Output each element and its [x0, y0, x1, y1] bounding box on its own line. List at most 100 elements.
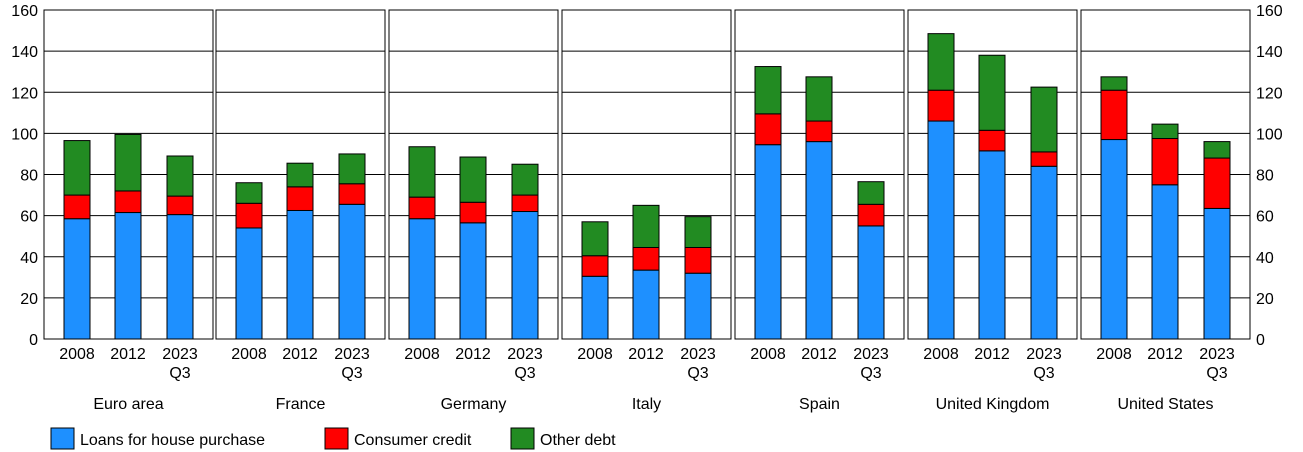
y-tick-label-right: 60 [1256, 209, 1274, 226]
bar-segment-other-debt [286, 162, 314, 188]
bar-segment-consumer-credit [1100, 89, 1128, 141]
bar-segment-consumer-credit [1030, 151, 1058, 167]
x-tick-label: 2023 [162, 346, 198, 363]
panel-title: France [276, 396, 326, 413]
y-tick-label-left: 80 [20, 168, 38, 185]
x-tick-label: 2023 [1199, 346, 1235, 363]
y-tick-label-left: 100 [11, 126, 38, 143]
bar-segment-loans-for-house-purchase [235, 227, 263, 340]
bar-segment-other-debt [63, 140, 91, 196]
bar-segment-loans-for-house-purchase [408, 218, 436, 340]
bar-segment-consumer-credit [857, 203, 885, 227]
y-tick-label-right: 80 [1256, 168, 1274, 185]
panel-title: Italy [632, 396, 661, 413]
panel-france: 2008 2012 2023 Q3 France [215, 9, 386, 413]
y-tick-label-right: 0 [1256, 332, 1265, 349]
bar-segment-loans-for-house-purchase [927, 120, 955, 340]
panel-italy: 2008 2012 2023 Q3 Italy [561, 9, 732, 413]
bar-segment-consumer-credit [978, 129, 1006, 152]
x-tick-label: Q3 [1206, 365, 1227, 382]
panel-title: Germany [441, 396, 507, 413]
bar-segment-consumer-credit [511, 194, 539, 213]
bar-segment-consumer-credit [459, 201, 487, 224]
x-tick-label: 2023 [334, 346, 370, 363]
x-tick-label: 2012 [455, 346, 491, 363]
bar-segment-loans-for-house-purchase [511, 211, 539, 340]
legend-swatch [510, 427, 535, 450]
y-tick-label-right: 120 [1256, 85, 1283, 102]
x-tick-label: 2012 [628, 346, 664, 363]
bar-segment-other-debt [1100, 76, 1128, 91]
bar-segment-consumer-credit [754, 113, 782, 146]
x-tick-label: 2012 [1147, 346, 1183, 363]
bar-segment-loans-for-house-purchase [1100, 139, 1128, 340]
bar-segment-consumer-credit [927, 89, 955, 122]
bar-segment-consumer-credit [114, 190, 142, 214]
bar-segment-consumer-credit [632, 246, 660, 271]
y-tick-label-left: 40 [20, 250, 38, 267]
bar-segment-loans-for-house-purchase [805, 141, 833, 340]
x-tick-label: 2023 [507, 346, 543, 363]
x-tick-label: 2012 [801, 346, 837, 363]
y-tick-label-right: 140 [1256, 44, 1283, 61]
y-tick-label-right: 160 [1256, 3, 1283, 20]
x-tick-label: 2023 [853, 346, 889, 363]
y-tick-label-left: 160 [11, 3, 38, 20]
x-tick-label: 2008 [59, 346, 95, 363]
bar-segment-loans-for-house-purchase [63, 218, 91, 340]
bar-segment-consumer-credit [235, 202, 263, 229]
panel-spain: 2008 2012 2023 Q3 Spain [734, 9, 905, 413]
panel-title: Euro area [93, 396, 163, 413]
bar-segment-other-debt [927, 33, 955, 91]
bar-segment-loans-for-house-purchase [1203, 207, 1231, 340]
bar-segment-consumer-credit [338, 183, 366, 205]
panel-euro-area: 2008 2012 2023 Q3 Euro area [43, 9, 214, 413]
bar-segment-other-debt [1030, 86, 1058, 153]
legend-swatch [324, 427, 349, 450]
x-tick-label: 2023 [680, 346, 716, 363]
bar-segment-consumer-credit [286, 186, 314, 211]
legend-label: Consumer credit [354, 432, 472, 449]
bar-segment-loans-for-house-purchase [632, 269, 660, 340]
x-tick-label: Q3 [1033, 365, 1054, 382]
y-tick-label-left: 140 [11, 44, 38, 61]
bar-segment-other-debt [978, 54, 1006, 131]
y-tick-label-left: 20 [20, 291, 38, 308]
bar-segment-loans-for-house-purchase [857, 225, 885, 340]
legend-swatch [50, 427, 75, 450]
bar-segment-other-debt [754, 66, 782, 115]
x-tick-label: Q3 [341, 365, 362, 382]
bar-segment-other-debt [805, 76, 833, 122]
y-tick-label-right: 20 [1256, 291, 1274, 308]
bar-segment-consumer-credit [1203, 157, 1231, 209]
bar-segment-other-debt [684, 216, 712, 248]
bar-segment-other-debt [338, 153, 366, 185]
bar-segment-consumer-credit [581, 255, 609, 277]
bar-segment-loans-for-house-purchase [459, 222, 487, 340]
bar-segment-loans-for-house-purchase [166, 214, 194, 340]
x-tick-label: Q3 [514, 365, 535, 382]
bar-segment-consumer-credit [63, 194, 91, 220]
bar-segment-loans-for-house-purchase [1151, 184, 1179, 340]
bar-segment-other-debt [1151, 123, 1179, 140]
bar-segment-loans-for-house-purchase [978, 150, 1006, 340]
bar-segment-other-debt [1203, 141, 1231, 159]
x-tick-label: 2008 [1096, 346, 1132, 363]
bar-segment-loans-for-house-purchase [286, 209, 314, 340]
x-tick-label: 2023 [1026, 346, 1062, 363]
x-tick-label: 2008 [923, 346, 959, 363]
panel-united-kingdom: 2008 2012 2023 Q3 United Kingdom [907, 9, 1078, 413]
bar-segment-loans-for-house-purchase [754, 144, 782, 340]
y-tick-label-left: 0 [29, 332, 38, 349]
x-tick-label: 2008 [231, 346, 267, 363]
x-tick-label: Q3 [169, 365, 190, 382]
bar-segment-loans-for-house-purchase [581, 275, 609, 340]
x-tick-label: 2012 [110, 346, 146, 363]
bar-segment-other-debt [857, 181, 885, 205]
legend-label: Other debt [540, 432, 616, 449]
bar-segment-consumer-credit [684, 246, 712, 274]
y-tick-label-left: 60 [20, 209, 38, 226]
panel-title: Spain [799, 396, 840, 413]
y-tick-label-right: 100 [1256, 126, 1283, 143]
